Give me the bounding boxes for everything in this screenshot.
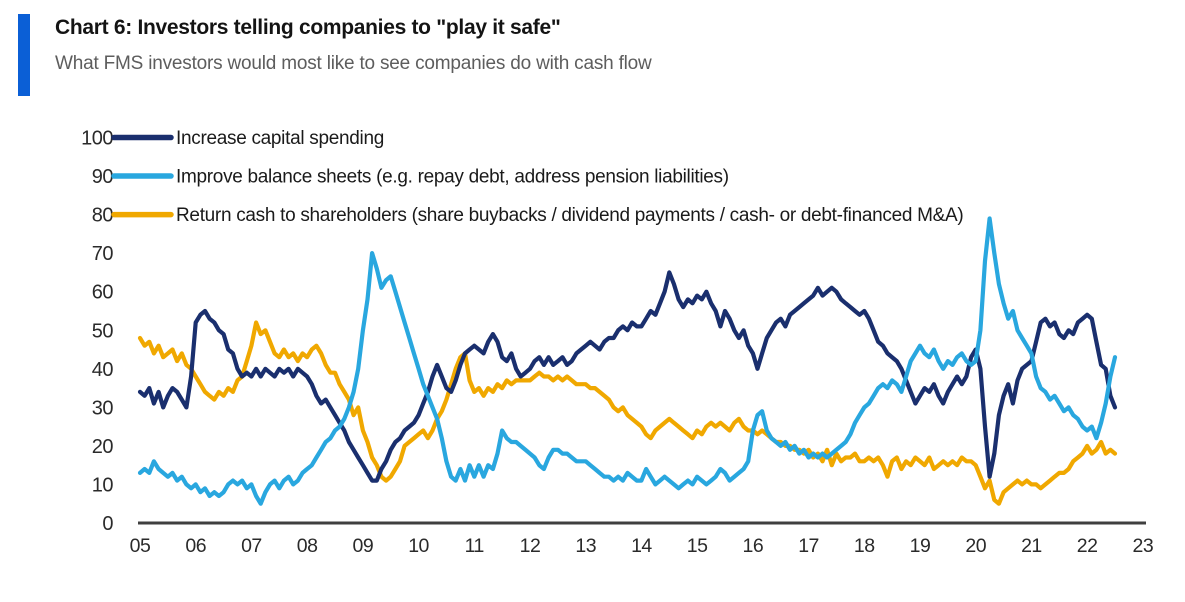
y-tick-label: 30 bbox=[92, 397, 114, 419]
y-tick-label: 50 bbox=[92, 320, 114, 342]
x-tick-label: 09 bbox=[353, 535, 374, 557]
x-tick-label: 07 bbox=[241, 535, 262, 557]
series-line-return-cash-to-shareholders bbox=[137, 320, 1118, 506]
x-tick-label: 17 bbox=[798, 535, 819, 557]
y-tick-label: 0 bbox=[102, 513, 113, 535]
title-accent-bar bbox=[18, 14, 30, 96]
x-tick-label: 18 bbox=[854, 535, 875, 557]
y-tick-label: 10 bbox=[92, 474, 114, 496]
x-tick-label: 05 bbox=[130, 535, 151, 557]
x-tick-label: 06 bbox=[185, 535, 206, 557]
x-tick-label: 08 bbox=[297, 535, 318, 557]
y-tick-label: 100 bbox=[81, 128, 113, 150]
legend-item-increase-capital-spending: Increase capital spending bbox=[111, 128, 384, 149]
x-tick-label: 14 bbox=[631, 535, 652, 557]
legend-label-improve-balance-sheets: Improve balance sheets (e.g. repay debt,… bbox=[176, 167, 729, 188]
y-tick-label: 90 bbox=[92, 166, 114, 188]
chart-title: Chart 6: Investors telling companies to … bbox=[55, 16, 561, 39]
legend-item-return-cash-to-shareholders: Return cash to shareholders (share buyba… bbox=[111, 205, 964, 226]
y-tick-label: 20 bbox=[92, 436, 114, 458]
series-line-improve-balance-sheets bbox=[137, 216, 1118, 506]
x-tick-label: 21 bbox=[1021, 535, 1042, 557]
x-tick-label: 19 bbox=[910, 535, 931, 557]
x-tick-label: 11 bbox=[465, 535, 484, 557]
x-tick-label: 13 bbox=[575, 535, 596, 557]
x-tick-label: 20 bbox=[965, 535, 986, 557]
x-tick-label: 16 bbox=[743, 535, 764, 557]
x-tick-label: 23 bbox=[1133, 535, 1154, 557]
series-line-increase-capital-spending bbox=[137, 270, 1118, 483]
legend-label-increase-capital-spending: Increase capital spending bbox=[176, 128, 384, 149]
y-tick-label: 70 bbox=[92, 243, 114, 265]
x-tick-label: 12 bbox=[520, 535, 541, 557]
legend-label-return-cash-to-shareholders: Return cash to shareholders (share buyba… bbox=[176, 205, 963, 226]
y-tick-label: 40 bbox=[92, 359, 114, 381]
header: Chart 6: Investors telling companies to … bbox=[55, 0, 1175, 75]
chart-subtitle: What FMS investors would most like to se… bbox=[55, 53, 652, 74]
y-tick-label: 60 bbox=[92, 282, 114, 304]
x-tick-label: 10 bbox=[408, 535, 429, 557]
legend-item-improve-balance-sheets: Improve balance sheets (e.g. repay debt,… bbox=[111, 167, 729, 188]
y-tick-label: 80 bbox=[92, 205, 114, 227]
x-tick-label: 15 bbox=[687, 535, 708, 557]
x-tick-label: 22 bbox=[1077, 535, 1098, 557]
